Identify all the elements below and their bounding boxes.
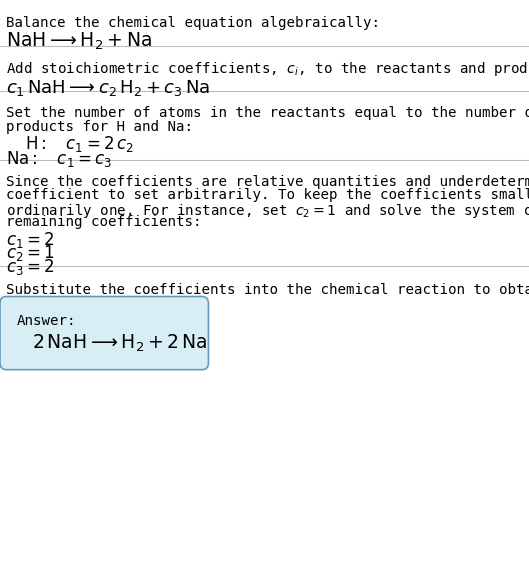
Text: equation:: equation: xyxy=(6,297,83,311)
Text: Answer:: Answer: xyxy=(17,314,76,328)
Text: Substitute the coefficients into the chemical reaction to obtain the balanced: Substitute the coefficients into the che… xyxy=(6,284,529,298)
Text: $\mathrm{H:}\quad c_1 = 2\,c_2$: $\mathrm{H:}\quad c_1 = 2\,c_2$ xyxy=(25,134,134,154)
Text: coefficient to set arbitrarily. To keep the coefficients small, the arbitrary va: coefficient to set arbitrarily. To keep … xyxy=(6,188,529,202)
Text: $\mathrm{Na:}\quad c_1 = c_3$: $\mathrm{Na:}\quad c_1 = c_3$ xyxy=(6,149,112,168)
Text: remaining coefficients:: remaining coefficients: xyxy=(6,215,202,230)
Text: $c_1 = 2$: $c_1 = 2$ xyxy=(6,230,55,249)
Text: $c_1\,\mathrm{NaH} \longrightarrow c_2\,\mathrm{H}_2 + c_3\,\mathrm{Na}$: $c_1\,\mathrm{NaH} \longrightarrow c_2\,… xyxy=(6,78,211,98)
FancyBboxPatch shape xyxy=(0,297,208,370)
Text: Since the coefficients are relative quantities and underdetermined, choose a: Since the coefficients are relative quan… xyxy=(6,175,529,189)
Text: Add stoichiometric coefficients, $c_i$, to the reactants and products:: Add stoichiometric coefficients, $c_i$, … xyxy=(6,60,529,78)
Text: Set the number of atoms in the reactants equal to the number of atoms in the: Set the number of atoms in the reactants… xyxy=(6,106,529,120)
Text: $2\,\mathrm{NaH} \longrightarrow \mathrm{H}_2 + 2\,\mathrm{Na}$: $2\,\mathrm{NaH} \longrightarrow \mathrm… xyxy=(32,333,207,354)
Text: $c_3 = 2$: $c_3 = 2$ xyxy=(6,257,55,277)
Text: products for H and Na:: products for H and Na: xyxy=(6,120,193,134)
Text: ordinarily one. For instance, set $c_2 = 1$ and solve the system of equations fo: ordinarily one. For instance, set $c_2 =… xyxy=(6,202,529,220)
Text: $\mathrm{NaH} \longrightarrow \mathrm{H}_2 + \mathrm{Na}$: $\mathrm{NaH} \longrightarrow \mathrm{H}… xyxy=(6,31,152,53)
Text: Balance the chemical equation algebraically:: Balance the chemical equation algebraica… xyxy=(6,16,380,30)
Text: $c_2 = 1$: $c_2 = 1$ xyxy=(6,243,55,263)
